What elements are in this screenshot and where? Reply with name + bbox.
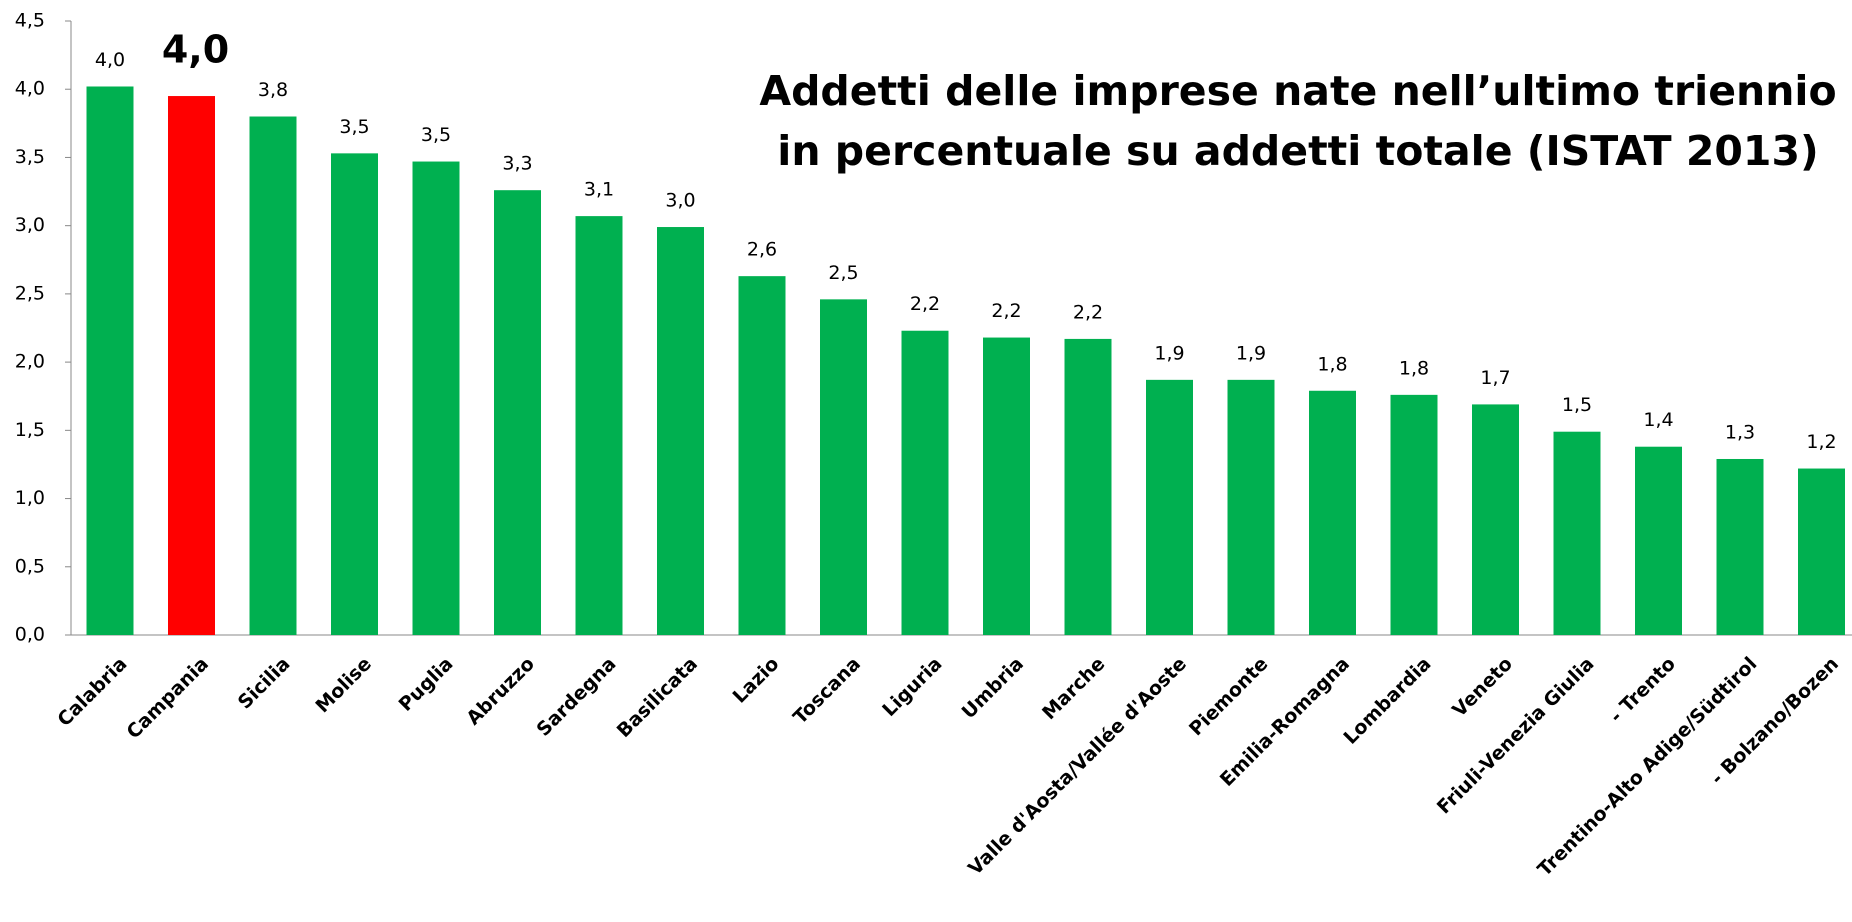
value-label: 2,2: [991, 300, 1021, 322]
value-label: 3,5: [339, 116, 369, 138]
value-label: 2,2: [1073, 301, 1103, 323]
x-tick-label: Basilicata: [613, 653, 702, 742]
bar: [412, 161, 460, 635]
value-label: 3,8: [258, 79, 288, 101]
bar: [1553, 431, 1601, 635]
x-tick-label: Umbria: [958, 653, 1028, 723]
x-tick-label: Liguria: [878, 653, 946, 721]
bar: [1798, 468, 1845, 635]
y-tick-label: 4,0: [15, 78, 45, 100]
bar: [168, 96, 215, 636]
value-label: 3,1: [584, 179, 614, 201]
bar: [738, 276, 786, 635]
y-tick-label: 2,5: [15, 282, 45, 304]
value-label: 2,6: [747, 239, 777, 261]
value-label: 1,5: [1562, 394, 1592, 416]
x-tick-label: Friuli-Venezia Giulia: [1433, 653, 1599, 819]
bar: [1635, 446, 1682, 635]
value-label: 2,5: [828, 262, 858, 284]
bar: [249, 116, 297, 635]
y-tick-label: 1,0: [15, 487, 45, 509]
x-tick-label: Lombardia: [1339, 653, 1435, 749]
value-label: 2,2: [910, 293, 940, 315]
bar: [1146, 379, 1193, 635]
bar: [1716, 458, 1764, 635]
value-label: 1,8: [1317, 353, 1347, 375]
bar: [86, 86, 134, 635]
x-tick-label: Piemonte: [1185, 653, 1272, 740]
value-label: 3,3: [502, 153, 532, 175]
x-tick-label: Sardegna: [533, 653, 621, 741]
y-tick-label: 3,0: [15, 214, 45, 236]
chart-title: Addetti delle imprese nate nell’ultimo t…: [759, 67, 1836, 115]
bar: [657, 227, 704, 635]
x-tick-label: Campania: [123, 653, 213, 743]
bar: [575, 216, 623, 636]
bar: [1390, 394, 1438, 635]
x-tick-label: Sicilia: [234, 653, 295, 714]
y-tick-label: 0,5: [15, 555, 45, 577]
y-tick-label: 2,0: [15, 351, 45, 373]
value-label: 4,0: [95, 49, 125, 71]
x-tick-label: Molise: [311, 653, 375, 717]
y-tick-label: 1,5: [15, 419, 45, 441]
value-label: 3,5: [421, 124, 451, 146]
bar: [1064, 338, 1112, 635]
bar: [494, 190, 541, 636]
x-tick-label: - Trento: [1605, 653, 1679, 727]
bar: [331, 153, 378, 635]
x-tick-label: Marche: [1038, 653, 1109, 724]
value-label: 1,9: [1236, 342, 1266, 364]
value-label: 3,0: [665, 190, 695, 212]
bar: [820, 299, 867, 635]
chart-title: in percentuale su addetti totale (ISTAT …: [777, 127, 1818, 175]
value-label: 4,0: [162, 28, 229, 72]
y-tick-label: 3,5: [15, 146, 45, 168]
value-label: 1,9: [1154, 342, 1184, 364]
x-tick-label: Veneto: [1448, 653, 1517, 722]
value-label: 1,3: [1725, 421, 1755, 443]
x-tick-label: Calabria: [53, 653, 131, 731]
y-tick-label: 4,5: [15, 10, 45, 32]
bar: [901, 330, 949, 635]
bar: [983, 337, 1030, 635]
bar: [1472, 404, 1519, 635]
value-label: 1,7: [1480, 367, 1510, 389]
bar: [1309, 390, 1356, 635]
x-tick-label: Lazio: [729, 653, 784, 708]
value-label: 1,4: [1643, 409, 1673, 431]
x-tick-label: Puglia: [395, 653, 458, 716]
x-tick-label: Toscana: [789, 653, 865, 729]
y-tick-label: 0,0: [15, 624, 45, 646]
value-label: 1,2: [1806, 431, 1836, 453]
x-tick-label: Abruzzo: [462, 653, 539, 730]
bar: [1227, 379, 1275, 635]
value-label: 1,8: [1399, 357, 1429, 379]
